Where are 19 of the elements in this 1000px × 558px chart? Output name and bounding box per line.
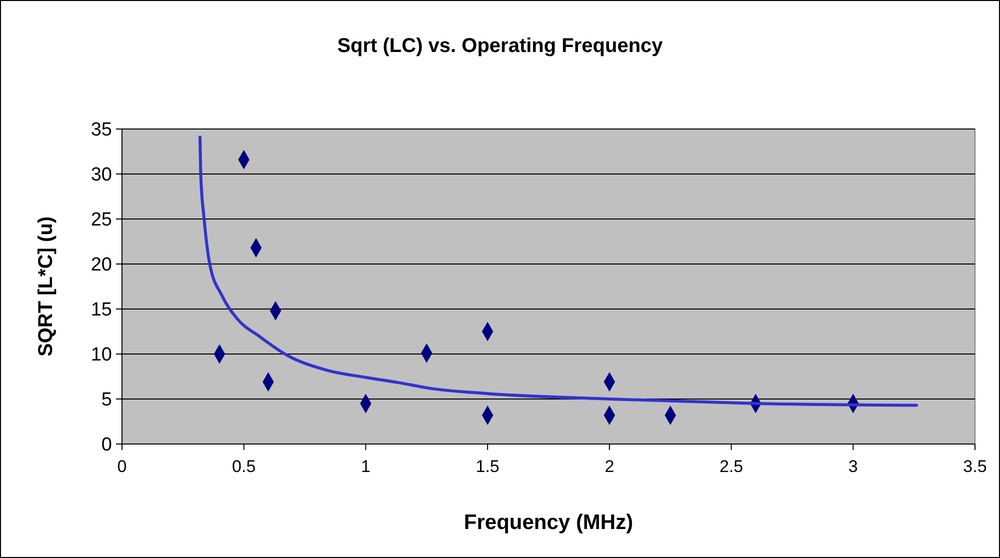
x-tick-label: 2.5: [719, 457, 744, 476]
y-tick-label: 20: [90, 254, 112, 276]
y-axis-title: SQRT [L*C] (u): [35, 216, 57, 356]
y-tick-label: 25: [90, 210, 112, 231]
x-tick-label: 0: [117, 457, 127, 476]
y-tick-label: 15: [90, 300, 112, 321]
x-axis-title: Frequency (MHz): [464, 511, 634, 534]
y-tick-label: 5: [101, 390, 112, 411]
y-tick-label: 10: [90, 344, 112, 366]
chart-title: Sqrt (LC) vs. Operating Frequency: [337, 35, 664, 57]
x-tick-label: 2: [604, 457, 614, 476]
y-tick-label: 35: [90, 120, 112, 141]
x-tick-label: 3: [848, 457, 858, 476]
y-tick-label: 0: [101, 434, 112, 456]
x-tick-label: 3.5: [963, 457, 987, 476]
y-tick-label: 30: [90, 164, 112, 186]
x-tick-label: 1.5: [476, 457, 500, 476]
x-tick-label: 1: [360, 457, 370, 476]
x-tick-label: 0.5: [232, 457, 256, 476]
